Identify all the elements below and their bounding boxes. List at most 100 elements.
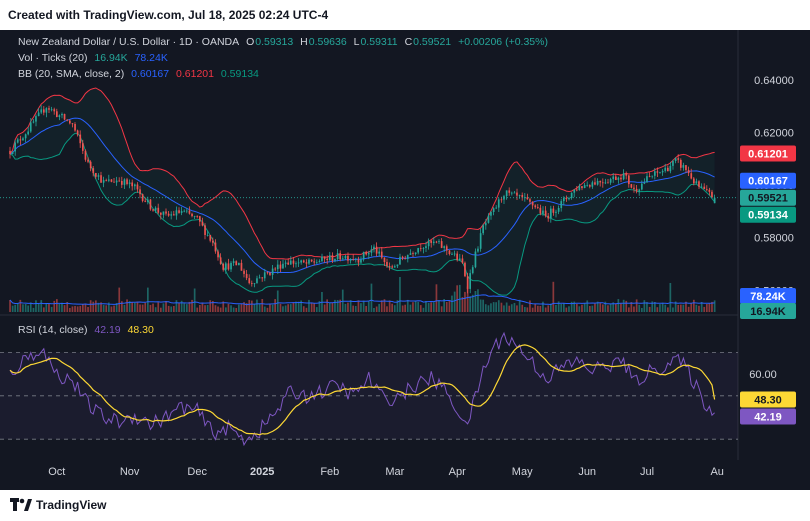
volume-bar — [633, 306, 635, 312]
candle-body — [599, 181, 602, 183]
candle-body — [602, 182, 604, 184]
legend-main: New Zealand Dollar / U.S. Dollar · 1D · … — [18, 36, 552, 48]
volume-bar — [188, 301, 191, 312]
volume-bar — [393, 305, 396, 312]
volume-bar — [230, 305, 232, 312]
volume-bar — [201, 303, 204, 312]
volume-bar — [74, 306, 76, 312]
candle-body — [308, 259, 310, 264]
volume-bar — [108, 302, 110, 312]
volume-bar — [706, 304, 708, 312]
candle-body — [14, 142, 16, 152]
volume-bar — [544, 307, 547, 312]
candle-body — [664, 167, 667, 171]
candle-body — [79, 134, 82, 144]
volume-bar — [300, 300, 302, 312]
candle-body — [173, 214, 175, 216]
volume-bar — [404, 304, 406, 312]
candle-body — [214, 242, 217, 252]
volume-bar — [113, 305, 115, 312]
chart-svg[interactable]: 0.640000.620000.600000.580000.5600060.00… — [0, 30, 810, 490]
candle-body — [24, 134, 27, 139]
candle-body — [409, 253, 412, 255]
volume-bar — [518, 299, 521, 312]
candle-body — [451, 253, 453, 255]
candle-body — [628, 175, 630, 185]
candle-body — [378, 251, 380, 254]
rsi-tag-text: 42.19 — [754, 412, 782, 424]
candle-body — [570, 192, 573, 198]
bb-lower-line — [9, 132, 715, 296]
volume-bar — [313, 303, 315, 312]
candle-body — [287, 262, 289, 265]
candle-body — [383, 257, 386, 262]
candle-body — [108, 179, 110, 181]
volume-bar — [279, 303, 282, 312]
candle-body — [352, 259, 354, 260]
volume-bar — [16, 303, 19, 312]
candle-body — [706, 189, 708, 190]
bb-basis-line — [9, 117, 715, 274]
candle-body — [61, 114, 63, 116]
candle-body — [573, 189, 576, 193]
candle-body — [297, 262, 300, 264]
candle-body — [529, 199, 531, 202]
candle-body — [461, 258, 464, 263]
candle-body — [547, 215, 550, 219]
volume-bar — [383, 299, 386, 312]
time-tick-label: Au — [710, 466, 723, 478]
candle-body — [524, 197, 526, 199]
volume-bar — [245, 303, 248, 312]
candle-body — [271, 268, 274, 275]
candle-body — [417, 248, 419, 253]
candle-body — [414, 252, 417, 254]
volume-bar — [594, 303, 596, 312]
volume-bar — [297, 301, 300, 312]
volume-bar — [495, 302, 497, 312]
candle-body — [674, 158, 677, 161]
volume-bar — [147, 287, 149, 312]
volume-bar — [484, 304, 487, 312]
candle-body — [274, 268, 276, 270]
volume-bar — [360, 303, 362, 312]
footer-bar: TradingView — [0, 490, 810, 521]
volume-bar — [401, 305, 404, 312]
volume-bar — [643, 300, 646, 312]
candle-body — [500, 199, 503, 201]
volume-bar — [214, 305, 217, 312]
candle-body — [282, 263, 284, 269]
volume-bar — [347, 302, 349, 312]
candle-body — [508, 190, 511, 193]
candle-body — [432, 241, 435, 243]
bb-basis-value: 0.60167 — [131, 68, 170, 80]
volume-bar — [136, 301, 139, 312]
volume-bar — [84, 304, 87, 312]
volume-bar — [282, 306, 284, 312]
bb-lower-tag-bg — [740, 206, 796, 223]
volume-bar — [66, 302, 69, 312]
candle-body — [321, 256, 323, 262]
candle-body — [448, 250, 451, 254]
candle-body — [526, 197, 529, 200]
candle-body — [672, 161, 674, 166]
high-value: 0.59636 — [308, 36, 347, 48]
volume-bar — [160, 307, 162, 312]
candle-body — [643, 182, 646, 184]
candle-body — [713, 197, 716, 204]
volume-bar — [328, 302, 331, 312]
chart-area[interactable]: 0.640000.620000.600000.580000.5600060.00… — [0, 30, 810, 490]
candle-body — [563, 197, 565, 202]
volume-bar — [703, 306, 706, 312]
candle-body — [617, 177, 620, 180]
candle-body — [29, 122, 32, 132]
candle-body — [453, 253, 456, 255]
candle-body — [422, 248, 425, 249]
volume-bar — [206, 305, 209, 312]
volume-bar — [563, 303, 565, 312]
volume-bar — [378, 303, 380, 312]
volume-bar — [209, 300, 212, 312]
brand[interactable]: TradingView — [10, 496, 106, 514]
bb-basis-tag: 0.60167 — [740, 172, 796, 189]
candle-body — [635, 188, 638, 192]
volume-bar — [97, 302, 100, 312]
